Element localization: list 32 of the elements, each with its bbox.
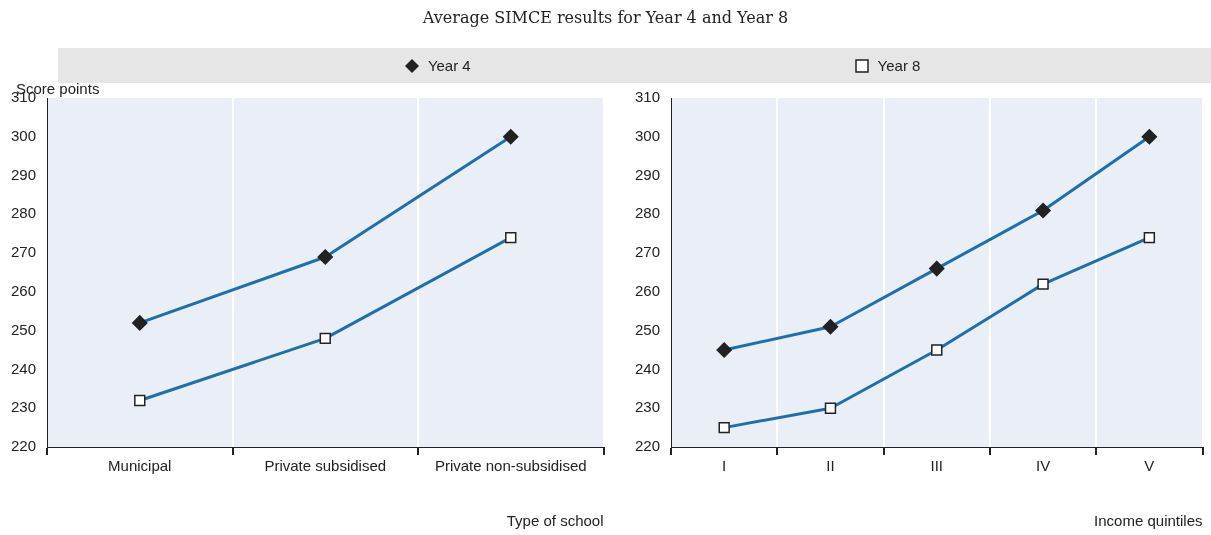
- y-tick-label: 300: [635, 126, 661, 144]
- y-tick-label: 220: [11, 437, 37, 455]
- y-tick-label: 290: [635, 165, 661, 183]
- y-tick-label: 310: [635, 88, 661, 106]
- y-tick-label: 240: [635, 359, 661, 377]
- chart-title: Average SIMCE results for Year 4 and Year 8: [421, 8, 790, 27]
- x-tick-label: Municipal: [108, 457, 172, 475]
- y-tick-label: 260: [635, 282, 661, 300]
- y-tick-label: 280: [635, 204, 661, 222]
- y-tick-label: 270: [635, 243, 661, 261]
- y-tick-label: 240: [11, 359, 37, 377]
- x-tick-label: Private non-subsidised: [434, 457, 587, 475]
- y-tick-label: 260: [11, 282, 37, 300]
- x-tick-label: II: [826, 457, 835, 475]
- x-tick-label: III: [930, 457, 944, 475]
- legend-label: Year 4: [427, 57, 471, 74]
- x-tick-label: Private subsidised: [264, 457, 387, 475]
- y-tick-label: 250: [11, 320, 37, 338]
- y-tick-label: 230: [11, 398, 37, 416]
- x-tick-label: IV: [1035, 457, 1051, 475]
- y-tick-label: 290: [11, 165, 37, 183]
- x-axis-title: Type of school: [506, 512, 604, 530]
- y-tick-label: 250: [635, 320, 661, 338]
- y-tick-label: 270: [11, 243, 37, 261]
- x-tick-label: V: [1144, 457, 1155, 475]
- legend-label: Year 8: [877, 57, 921, 74]
- y-tick-label: 280: [11, 204, 37, 222]
- y-tick-label: 220: [635, 437, 661, 455]
- y-tick-label: 300: [11, 126, 37, 144]
- x-tick-label: I: [722, 457, 727, 475]
- y-tick-label: 230: [635, 398, 661, 416]
- x-axis-title: Income quintiles: [1094, 512, 1203, 530]
